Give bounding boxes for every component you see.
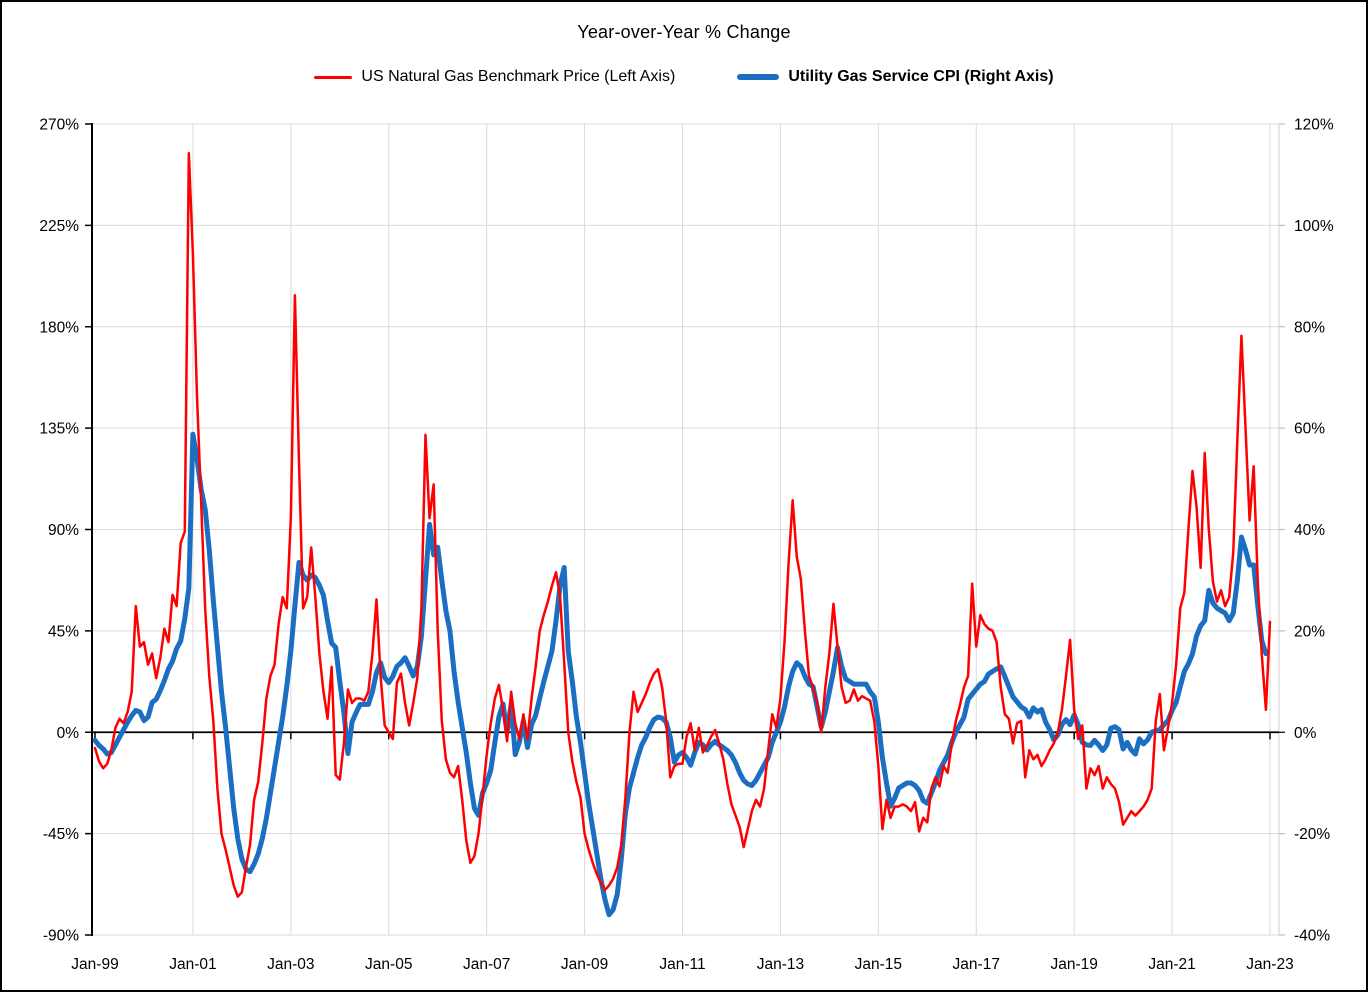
right-axis-label: 0%: [1294, 725, 1317, 742]
right-axis-label: -40%: [1294, 928, 1330, 945]
right-axis-label: 20%: [1294, 623, 1325, 640]
x-axis-label: Jan-21: [1148, 956, 1195, 973]
right-axis-label: 80%: [1294, 319, 1325, 336]
x-axis-label: Jan-01: [169, 956, 216, 973]
legend-item-gas-price: US Natural Gas Benchmark Price (Left Axi…: [314, 68, 675, 86]
left-axis-label: 135%: [39, 421, 79, 438]
x-axis-label: Jan-15: [855, 956, 902, 973]
x-axis-label: Jan-03: [267, 956, 314, 973]
x-axis-label: Jan-05: [365, 956, 412, 973]
x-axis-label: Jan-99: [71, 956, 118, 973]
left-axis-label: 0%: [57, 725, 80, 742]
legend-item-utility-cpi: Utility Gas Service CPI (Right Axis): [737, 68, 1054, 86]
left-axis-label: -90%: [43, 928, 79, 945]
x-axis-label: Jan-13: [757, 956, 804, 973]
left-axis-label: 90%: [48, 522, 79, 539]
left-axis-label: 180%: [39, 319, 79, 336]
right-axis-label: 120%: [1294, 117, 1334, 134]
left-axis-label: 45%: [48, 623, 79, 640]
legend-label-utility-cpi: Utility Gas Service CPI (Right Axis): [788, 68, 1054, 85]
left-axis-label: -45%: [43, 826, 79, 843]
left-axis-label: 270%: [39, 117, 79, 134]
x-axis-label: Jan-07: [463, 956, 510, 973]
x-axis-label: Jan-17: [953, 956, 1000, 973]
right-axis-label: 40%: [1294, 522, 1325, 539]
utility-cpi-series-line: [92, 431, 1269, 918]
x-axis-label: Jan-11: [659, 956, 705, 973]
right-axis-label: 100%: [1294, 218, 1334, 235]
right-axis-label: 60%: [1294, 421, 1325, 438]
blue-line-swatch: [737, 74, 780, 80]
gas-price-series-line: [93, 152, 1272, 898]
legend: US Natural Gas Benchmark Price (Left Axi…: [2, 68, 1366, 86]
x-axis-label: Jan-09: [561, 956, 608, 973]
chart-title: Year-over-Year % Change: [577, 22, 791, 42]
x-axis-label: Jan-23: [1246, 956, 1293, 973]
red-line-swatch: [314, 75, 353, 79]
left-axis-label: 225%: [39, 218, 79, 235]
x-axis-label: Jan-19: [1050, 956, 1097, 973]
right-axis-label: -20%: [1294, 826, 1330, 843]
legend-label-gas-price: US Natural Gas Benchmark Price (Left Axi…: [361, 68, 676, 85]
